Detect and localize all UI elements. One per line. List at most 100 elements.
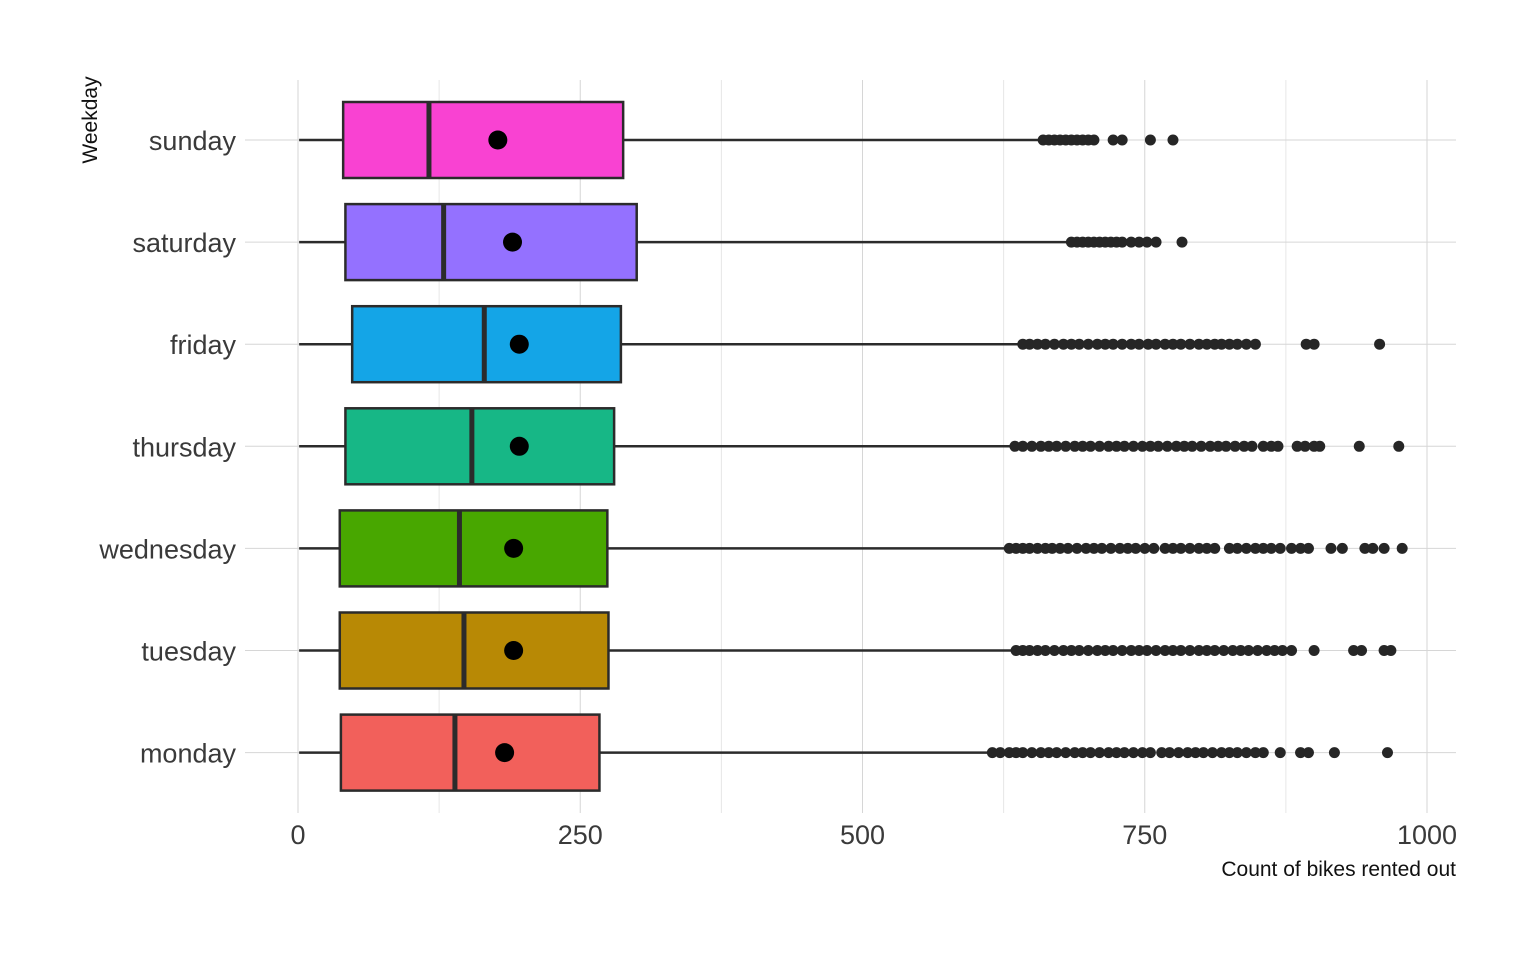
iqr-box xyxy=(338,509,609,588)
outlier-point xyxy=(1141,236,1153,248)
outlier-point xyxy=(1216,747,1228,759)
outlier-point xyxy=(1069,440,1081,452)
outlier-point xyxy=(1235,645,1247,656)
outlier-point xyxy=(1243,645,1255,656)
outlier-point xyxy=(1111,747,1123,759)
outlier-point xyxy=(1170,440,1182,452)
outlier-point xyxy=(1249,747,1261,759)
y-axis-title: Weekday xyxy=(79,76,102,164)
outlier-point xyxy=(1302,542,1314,554)
outlier-point xyxy=(1193,542,1205,554)
outlier-point xyxy=(1209,542,1221,554)
outlier-point xyxy=(1035,440,1047,452)
outlier-point xyxy=(1159,645,1171,656)
outlier-point xyxy=(1065,645,1077,656)
outlier-point xyxy=(1240,747,1252,759)
outlier-point xyxy=(1184,645,1196,656)
outlier-point xyxy=(1299,440,1311,452)
outlier-point xyxy=(1105,542,1117,554)
iqr-box xyxy=(344,202,638,282)
outlier-point xyxy=(994,747,1006,759)
outlier-point xyxy=(1024,645,1036,656)
mean-point xyxy=(495,743,515,763)
x-axis-tick-labels: 0 250 500 750 1000 xyxy=(290,820,1457,850)
iqr-box xyxy=(339,713,601,792)
boxplot-series xyxy=(299,100,1408,792)
outlier-point xyxy=(1167,338,1179,350)
outlier-point xyxy=(1276,645,1288,656)
outlier-point xyxy=(1094,440,1106,452)
outlier-point xyxy=(1085,747,1097,759)
outlier-point xyxy=(1249,338,1261,350)
outlier-point xyxy=(1141,645,1153,656)
outlier-point xyxy=(1144,440,1156,452)
outlier-point xyxy=(1356,645,1368,656)
outlier-point xyxy=(986,747,998,759)
outlier-point xyxy=(1336,542,1348,554)
iqr-box xyxy=(341,100,625,180)
outlier-point xyxy=(1212,440,1224,452)
mean-point xyxy=(504,538,524,558)
outlier-point xyxy=(1077,747,1089,759)
outlier-point xyxy=(1274,542,1286,554)
outlier-point xyxy=(1150,645,1162,656)
outlier-point xyxy=(1069,747,1081,759)
mean-point xyxy=(503,232,523,252)
outlier-point xyxy=(1125,645,1137,656)
outlier-point xyxy=(1150,236,1162,248)
outlier-point xyxy=(1201,542,1213,554)
outlier-point xyxy=(1314,440,1326,452)
outlier-point xyxy=(1125,338,1137,350)
y-tick-label: monday xyxy=(140,739,237,769)
mean-point xyxy=(488,130,508,150)
outlier-point xyxy=(1249,542,1261,554)
outlier-point xyxy=(1353,440,1365,452)
outlier-point xyxy=(1127,440,1139,452)
box-tuesday xyxy=(299,611,1397,690)
outlier-point xyxy=(1035,747,1047,759)
outlier-point xyxy=(1396,542,1408,554)
outlier-point xyxy=(1286,645,1298,656)
outlier-point xyxy=(1118,747,1130,759)
box-saturday xyxy=(299,202,1188,282)
outlier-point xyxy=(1156,747,1168,759)
x-tick-label: 250 xyxy=(558,820,603,850)
outlier-point xyxy=(1080,542,1092,554)
outlier-point xyxy=(1150,338,1162,350)
outlier-point xyxy=(1231,747,1243,759)
outlier-point xyxy=(1057,645,1069,656)
outlier-point xyxy=(1246,440,1258,452)
outlier-point xyxy=(1167,542,1179,554)
outlier-point xyxy=(1009,440,1021,452)
outlier-point xyxy=(1295,747,1307,759)
outlier-point xyxy=(1201,645,1213,656)
outlier-point xyxy=(1130,542,1142,554)
outlier-point xyxy=(1308,645,1320,656)
outlier-point xyxy=(1031,338,1043,350)
outlier-point xyxy=(1091,338,1103,350)
outlier-point xyxy=(1223,747,1235,759)
outlier-point xyxy=(1060,747,1072,759)
outlier-point xyxy=(1378,542,1390,554)
outlier-point xyxy=(1031,645,1043,656)
outlier-point xyxy=(1164,747,1176,759)
outlier-point xyxy=(1218,645,1230,656)
outlier-point xyxy=(1133,338,1145,350)
outlier-point xyxy=(1184,542,1196,554)
outlier-point xyxy=(1184,338,1196,350)
outlier-point xyxy=(1223,542,1235,554)
outlier-point xyxy=(1231,338,1243,350)
x-tick-label: 750 xyxy=(1122,820,1167,850)
outlier-point xyxy=(1328,747,1340,759)
outlier-point xyxy=(1144,747,1156,759)
outlier-point xyxy=(1197,747,1209,759)
outlier-point xyxy=(1175,338,1187,350)
x-tick-label: 0 xyxy=(290,820,305,850)
outlier-point xyxy=(1136,747,1148,759)
outlier-point xyxy=(1295,542,1307,554)
outlier-point xyxy=(1182,747,1194,759)
outlier-point xyxy=(1094,747,1106,759)
outlier-point xyxy=(1190,747,1202,759)
outlier-point xyxy=(1054,542,1066,554)
